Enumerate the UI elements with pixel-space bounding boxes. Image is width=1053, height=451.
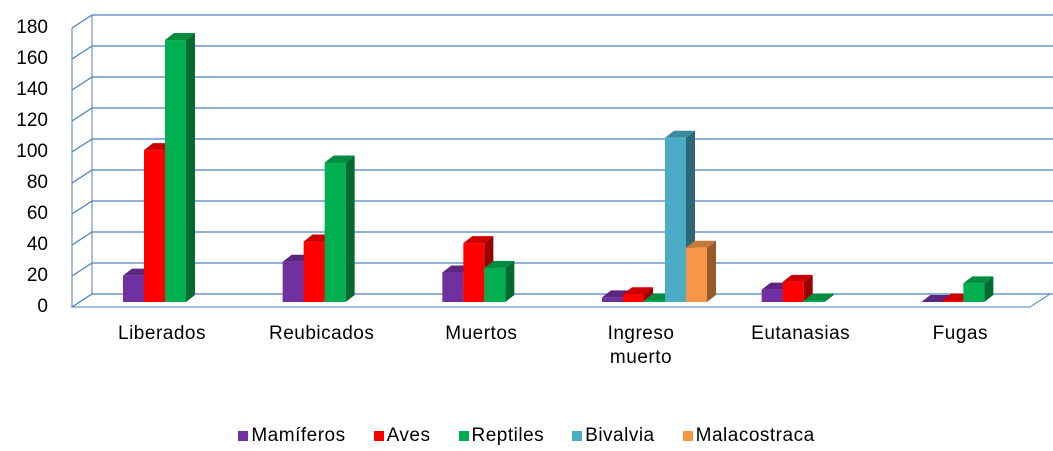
bar (484, 260, 515, 302)
bar (165, 33, 195, 303)
bar-side (186, 33, 195, 303)
bar-front (644, 300, 665, 302)
grid-line (71, 14, 93, 29)
grid-line (71, 169, 93, 184)
legend-swatch (373, 431, 384, 441)
bar-top (963, 276, 994, 284)
bar-top (623, 287, 653, 295)
bar (686, 240, 716, 302)
bar-side (505, 260, 515, 302)
bar-front (782, 281, 804, 302)
x-tick-label: Reubicados (242, 322, 402, 346)
floor (70, 293, 1052, 308)
bar-front (484, 267, 506, 302)
legend-label: Mamíferos (251, 425, 346, 446)
legend-label: Aves (386, 425, 431, 446)
y-tick-label: 60 (27, 203, 48, 224)
grid-line (71, 138, 93, 153)
bar-front (463, 243, 485, 302)
y-tick-label: 0 (37, 296, 48, 317)
bar-top (803, 293, 834, 301)
x-tick-text: Eutanasias (751, 323, 851, 344)
bar-front (165, 40, 186, 303)
bar-front (123, 275, 144, 302)
legend-swatch (572, 431, 583, 441)
x-tick-text: Reubicados (268, 323, 375, 344)
y-tick-label: 180 (16, 17, 48, 38)
bar (803, 293, 834, 302)
y-tick-label: 100 (16, 141, 48, 162)
bar-front (623, 294, 644, 302)
x-tick-text: Fugas (932, 323, 988, 344)
y-tick-label: 20 (27, 265, 48, 286)
bar-front (942, 300, 964, 302)
bar-front (282, 261, 304, 302)
bar (324, 155, 355, 302)
legend-swatch (458, 431, 469, 441)
legend-item: Aves (373, 425, 431, 447)
bar-front (665, 137, 686, 302)
x-tick-label: Muertos (401, 322, 561, 346)
grid-line (71, 200, 93, 215)
bar-side (984, 276, 994, 302)
y-tick-label: 140 (16, 79, 48, 100)
y-tick-label: 160 (16, 48, 48, 69)
grid-line (71, 45, 93, 60)
legend-swatch (238, 431, 249, 441)
bar-front (803, 300, 825, 302)
grid-line (71, 293, 93, 308)
y-tick-label: 40 (27, 234, 48, 255)
x-tick-label: Ingreso muerto (561, 322, 721, 370)
bar (963, 276, 994, 302)
bar-front (686, 247, 707, 302)
legend-swatch (682, 431, 693, 441)
bar-front (324, 162, 346, 302)
x-tick-text: Ingreso muerto (607, 323, 675, 368)
bar-top (324, 155, 355, 163)
grid-line (71, 262, 93, 277)
bar-top (686, 240, 716, 248)
bar-front (442, 272, 464, 302)
x-tick-label: Eutanasias (721, 322, 881, 346)
bar (623, 287, 653, 302)
y-tick-label: 80 (27, 172, 48, 193)
bar-top (165, 33, 195, 41)
bar-side (707, 240, 716, 302)
grid-line (71, 76, 93, 91)
x-tick-label: Fugas (880, 322, 1040, 346)
bar-top (665, 130, 695, 138)
legend-label: Reptiles (471, 425, 545, 446)
bar-front (303, 241, 325, 302)
bar-front (761, 289, 783, 302)
bar-front (144, 150, 165, 302)
legend-item: Malacostraca (682, 425, 815, 447)
legend-item: Mamíferos (238, 425, 345, 447)
bar-front (963, 283, 985, 302)
bar-side (345, 155, 355, 302)
bar-side (644, 287, 653, 302)
bar-front (602, 297, 623, 302)
x-tick-label: Liberados (82, 322, 242, 346)
legend: Mamíferos Aves Reptiles Bivalvia Malacostrac… (0, 425, 1053, 447)
grid-line (71, 107, 93, 122)
x-tick-text: Muertos (445, 323, 518, 344)
bar (782, 274, 813, 302)
bar-top (463, 236, 494, 244)
bar-side (824, 293, 834, 302)
y-tick-label: 120 (16, 110, 48, 131)
legend-item: Bivalvia (572, 425, 654, 447)
bar-top (484, 260, 515, 268)
grid-line (71, 231, 93, 246)
legend-item: Reptiles (458, 425, 545, 447)
bar-top (782, 274, 813, 282)
x-tick-text: Liberados (118, 323, 206, 344)
legend-label: Bivalvia (585, 425, 655, 446)
legend-label: Malacostraca (695, 425, 815, 446)
